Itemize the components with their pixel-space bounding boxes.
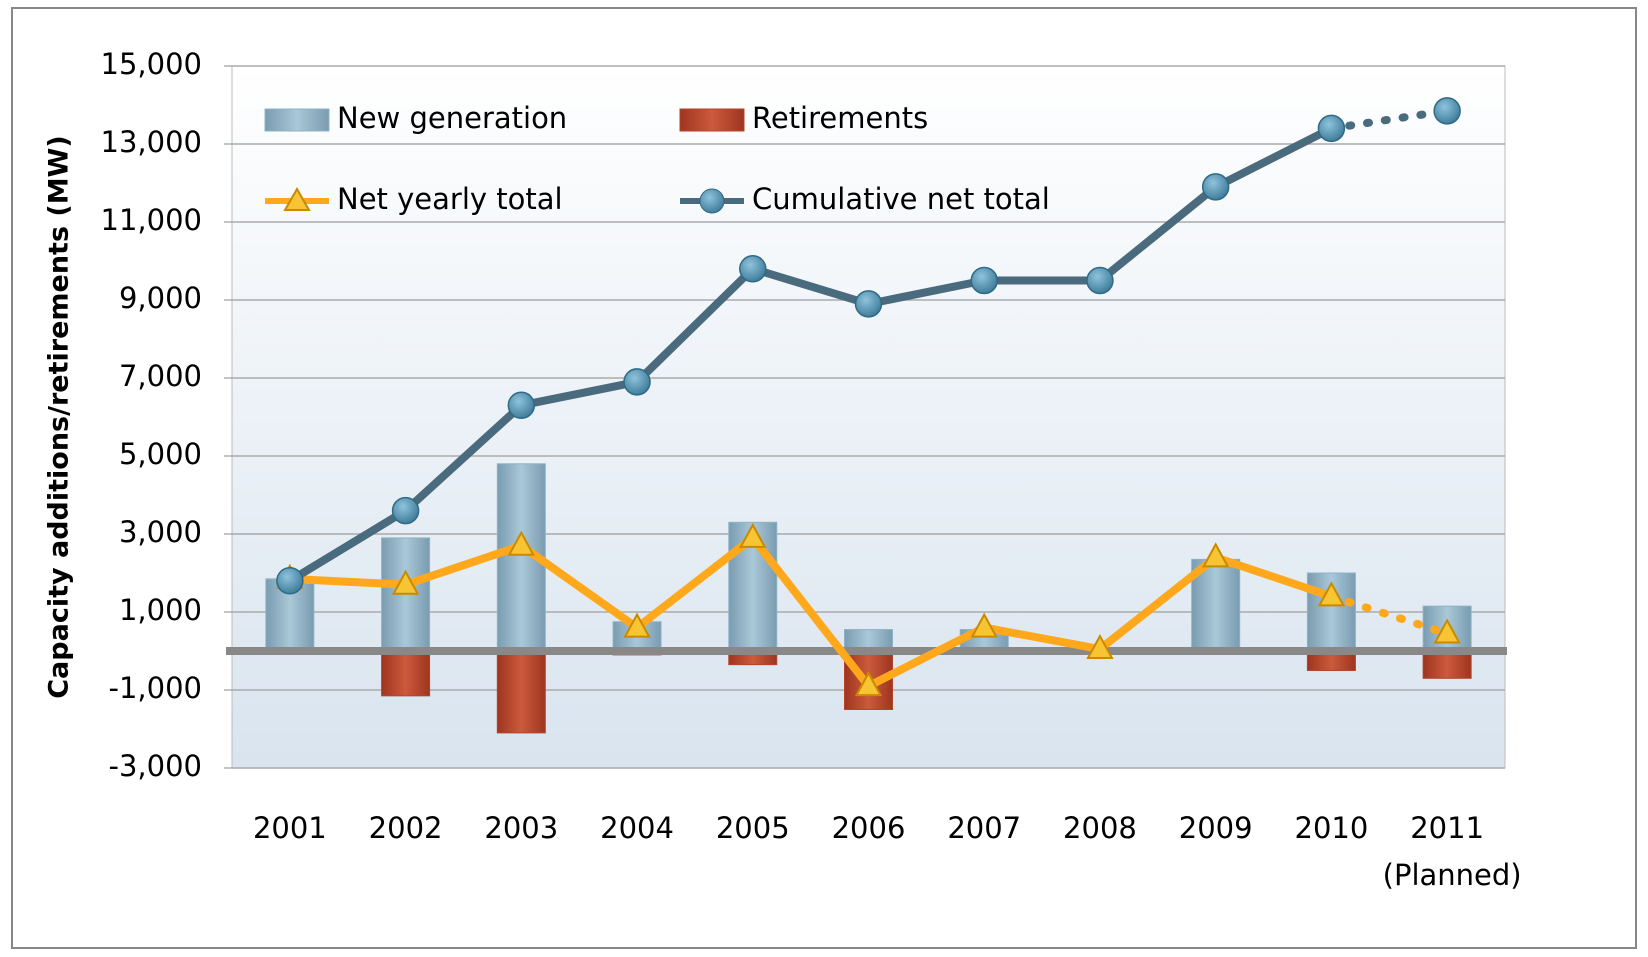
legend-label: Retirements [752, 101, 928, 135]
y-tick-label: 11,000 [101, 203, 202, 237]
marker [391, 569, 420, 595]
x-tick-label: 2001 [253, 811, 327, 845]
y-tick-label: 13,000 [101, 125, 202, 159]
y-tick-label: 15,000 [101, 47, 202, 81]
bar [381, 650, 431, 697]
marker [1317, 581, 1346, 607]
marker [1086, 266, 1114, 295]
x-tick-label: 2008 [1063, 811, 1137, 845]
x-tick-label: 2006 [832, 811, 906, 845]
y-tick-label: 1,000 [119, 593, 202, 627]
legend-swatch [679, 108, 745, 132]
legend-label: Net yearly total [337, 182, 563, 216]
marker [970, 266, 998, 295]
x-tick-label: 2003 [484, 811, 558, 845]
x-tick-label: 2005 [716, 811, 790, 845]
marker [623, 612, 651, 638]
marker [970, 612, 998, 638]
line [287, 124, 1334, 585]
marker [507, 530, 536, 556]
y-tick-label: 9,000 [119, 281, 202, 315]
line [1327, 592, 1452, 638]
line [289, 533, 1333, 691]
marker [1317, 114, 1346, 143]
x-tick-label: 2009 [1179, 811, 1253, 845]
marker [1086, 633, 1114, 660]
x-tick-label: 2007 [947, 811, 1021, 845]
marker [391, 496, 420, 525]
legend-swatch [264, 108, 330, 132]
annotation: (Planned) [1383, 858, 1522, 892]
marker [739, 522, 767, 548]
marker [623, 368, 651, 396]
marker [854, 671, 883, 697]
marker [1201, 542, 1230, 568]
marker [854, 290, 883, 318]
bar [1422, 650, 1472, 679]
y-tick-label: 5,000 [119, 437, 202, 471]
y-tick-label: -3,000 [109, 749, 203, 783]
bar [496, 650, 546, 734]
marker [1433, 97, 1461, 125]
legend-marker [699, 188, 725, 214]
marker [1433, 618, 1461, 644]
x-tick-label: 2004 [600, 811, 674, 845]
marker [276, 567, 304, 595]
y-tick-label: 7,000 [119, 359, 202, 393]
legend-marker [283, 186, 311, 211]
marker [739, 255, 767, 283]
legend-label: Cumulative net total [752, 182, 1050, 216]
y-axis-label: Capacity additions/retirements (MW) [44, 135, 75, 699]
marker [507, 391, 536, 420]
marker [1201, 173, 1230, 201]
x-tick-label: 2011 [1410, 811, 1484, 845]
legend-label: New generation [337, 101, 567, 135]
x-tick-label: 2002 [369, 811, 443, 845]
line [1327, 106, 1452, 133]
y-tick-label: 3,000 [119, 515, 202, 549]
y-tick-label: -1,000 [109, 671, 203, 705]
x-tick-label: 2010 [1295, 811, 1369, 845]
